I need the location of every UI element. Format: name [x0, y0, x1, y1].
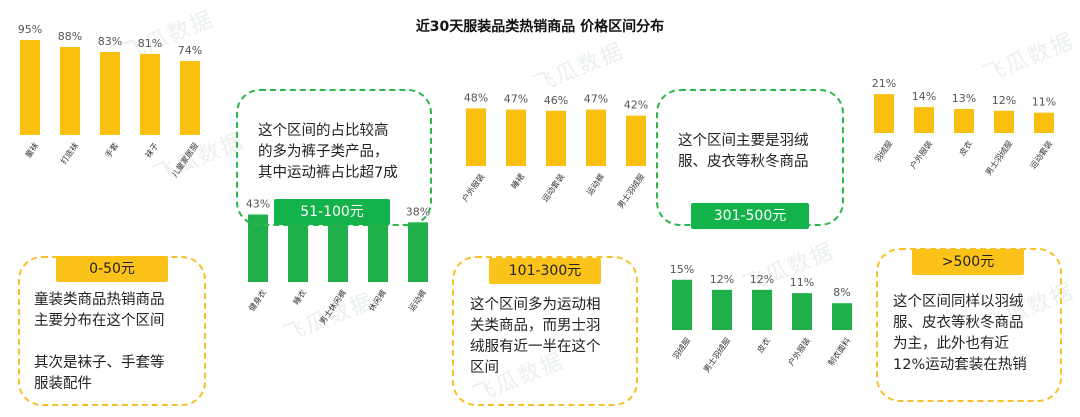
- price-range-label-101-300: 101-300元: [489, 258, 601, 284]
- category-label: 运动套装: [540, 172, 567, 204]
- category-label: 男士羽绒服: [983, 139, 1014, 178]
- data-label: 42%: [624, 99, 648, 112]
- bar: [180, 61, 200, 135]
- bar: [546, 110, 566, 166]
- data-label: 95%: [18, 23, 42, 36]
- data-label: 11%: [790, 276, 814, 289]
- data-label: 48%: [464, 91, 488, 104]
- data-label: 12%: [992, 94, 1016, 107]
- category-label: 睡裙: [509, 172, 526, 191]
- bar: [408, 222, 428, 282]
- bar: [20, 40, 40, 135]
- category-label: 男士羽绒服: [701, 336, 732, 375]
- data-label: 13%: [952, 92, 976, 105]
- callout-text-51-100: 这个区间的占比较高 的多为裤子类产品， 其中运动裤占比超7成: [258, 123, 398, 181]
- bar: [712, 289, 732, 330]
- bar: [586, 109, 606, 166]
- price-range-label-0-50: 0-50元: [56, 256, 168, 282]
- category-label: 运动裤: [406, 288, 428, 313]
- price-range-label-51-100: 51-100元: [274, 199, 390, 225]
- callout-box-51-100: [236, 89, 432, 226]
- data-label: 8%: [833, 286, 850, 299]
- chart-301-500: 15% 羽绒服 12% 男士羽绒服 12% 皮衣 11% 户外服装 8% 制衣面料: [670, 263, 853, 375]
- bar: [914, 107, 934, 133]
- callout-text-301-500: 这个区间主要是羽绒 服、皮衣等秋冬商品: [678, 133, 809, 170]
- bar: [288, 217, 308, 282]
- bar: [626, 115, 646, 166]
- data-label: 81%: [138, 37, 162, 50]
- bar: [60, 47, 80, 135]
- category-label: 儿童家居服: [169, 141, 200, 180]
- data-label: 11%: [1032, 96, 1056, 109]
- category-label: 手套: [103, 141, 120, 160]
- bar: [140, 54, 160, 135]
- category-label: 制衣面料: [826, 336, 853, 368]
- callout-text-above-500: 这个区间同样以羽绒 服、皮衣等秋冬商品 为主，此外也有近 12%运动套装在热销: [893, 294, 1027, 373]
- category-label: 袜子: [143, 141, 160, 160]
- bar: [506, 109, 526, 166]
- bar: [1034, 112, 1054, 133]
- category-label: 羽绒服: [670, 336, 692, 361]
- bar: [874, 94, 894, 133]
- category-label: 男士休闲裤: [317, 288, 348, 327]
- category-label: 运动套装: [1028, 139, 1055, 171]
- callout-text-0-50: 童装类商品热销商品 主要分布在这个区间 其次是袜子、手套等 服装配件: [34, 292, 165, 392]
- data-label: 83%: [98, 35, 122, 48]
- bar: [672, 279, 692, 330]
- category-label: 男士羽绒服: [615, 172, 646, 211]
- price-range-label-above-500: >500元: [912, 249, 1024, 275]
- data-label: 88%: [58, 30, 82, 43]
- chart-0-50: 95% 童袜 88% 打底袜 83% 手套 81% 袜子 74% 儿童家居服: [18, 23, 202, 180]
- callout-text-101-300: 这个区间多为运动相 关类商品，而男士羽 绒服有近一半在这个 区间: [470, 297, 601, 376]
- bar: [100, 52, 120, 135]
- category-label: 户外服装: [786, 336, 813, 368]
- bar: [368, 220, 388, 282]
- bar: [248, 214, 268, 282]
- category-label: 羽绒服: [872, 139, 894, 164]
- bar: [792, 293, 812, 330]
- category-label: 皮衣: [957, 139, 974, 158]
- bar: [832, 303, 852, 330]
- data-label: 47%: [584, 93, 608, 106]
- category-label: 户外服装: [908, 139, 935, 171]
- bar: [994, 110, 1014, 133]
- category-label: 运动裤: [584, 172, 606, 197]
- data-label: 12%: [710, 273, 734, 286]
- data-label: 14%: [912, 90, 936, 103]
- price-range-label-301-500: 301-500元: [691, 203, 809, 229]
- category-label: 睡衣: [291, 288, 308, 307]
- chart-51-100: 48% 户外服装 47% 睡裙 46% 运动套装 47% 运动裤 42% 男士羽绒服: [460, 91, 649, 211]
- bar: [466, 108, 486, 166]
- category-label: 休闲裤: [366, 288, 388, 313]
- data-label: 74%: [178, 44, 202, 57]
- data-label: 46%: [544, 94, 568, 107]
- category-label: 健身衣: [246, 288, 268, 313]
- callout-box-101-300: [452, 256, 638, 406]
- category-label: 打底袜: [58, 141, 80, 166]
- category-label: 户外服装: [460, 172, 487, 204]
- bar: [954, 108, 974, 133]
- data-label: 21%: [872, 77, 896, 90]
- data-label: 15%: [670, 263, 694, 276]
- category-label: 童袜: [23, 141, 40, 160]
- bar: [752, 289, 772, 330]
- chart-above-500: 21% 羽绒服 14% 户外服装 13% 皮衣 12% 男士羽绒服 11% 运动套装: [872, 77, 1056, 178]
- bar: [328, 219, 348, 282]
- category-label: 皮衣: [755, 336, 772, 355]
- page-title: 近30天服装品类热销商品 价格区间分布: [415, 19, 665, 35]
- data-label: 47%: [504, 93, 528, 106]
- data-label: 12%: [750, 273, 774, 286]
